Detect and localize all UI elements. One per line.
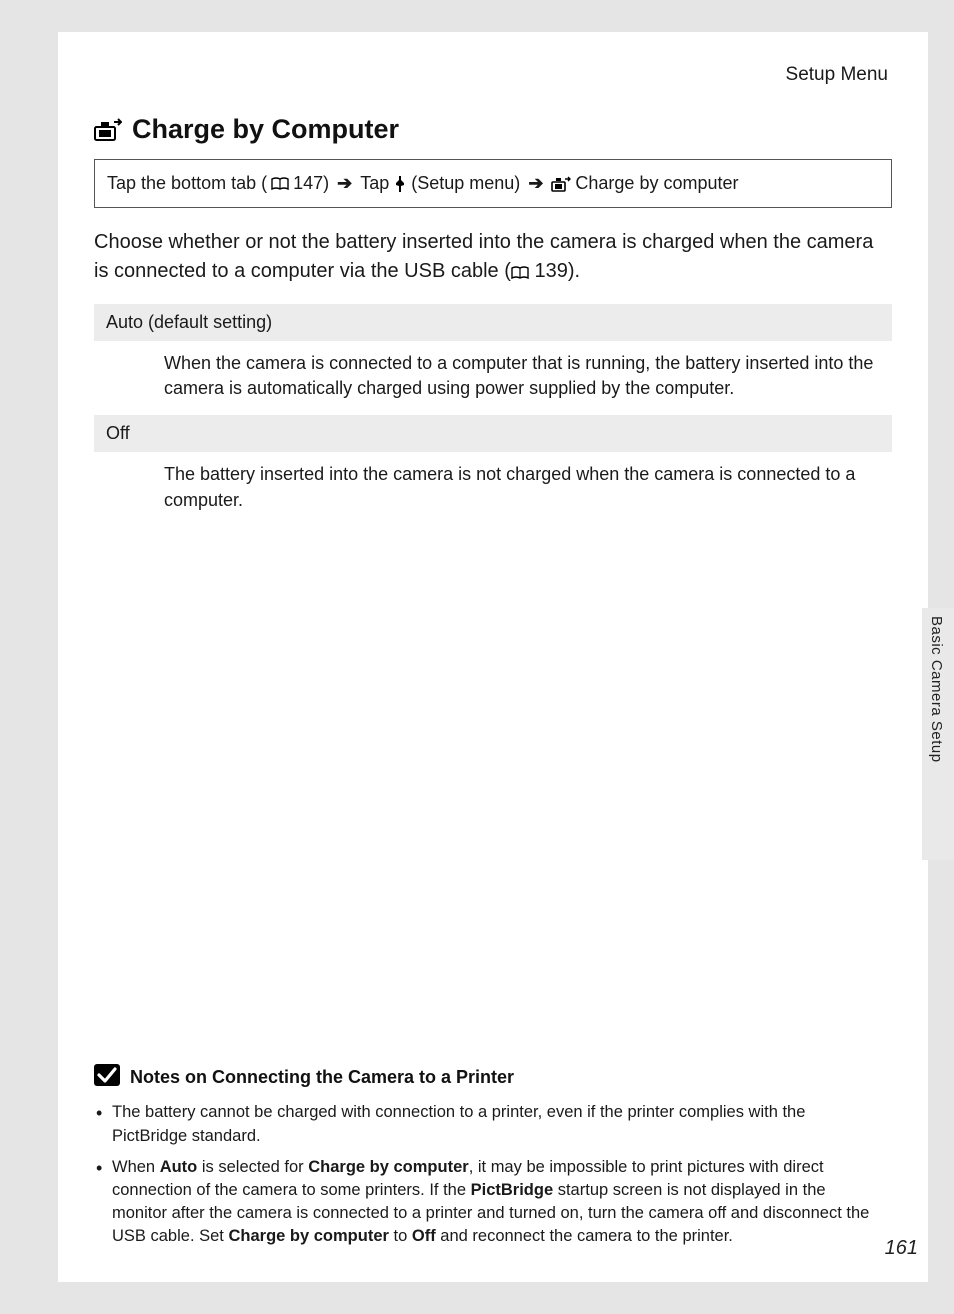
notes-title-row: Notes on Connecting the Camera to a Prin… <box>94 1064 882 1091</box>
page-title: Charge by Computer <box>132 114 399 145</box>
note-bold: Auto <box>160 1158 198 1176</box>
option-description: The battery inserted into the camera is … <box>94 452 892 526</box>
notes-title: Notes on Connecting the Camera to a Prin… <box>130 1067 514 1088</box>
intro-text: 139). <box>529 260 580 282</box>
setup-wrench-icon <box>393 176 407 192</box>
side-chapter-tab: Basic Camera Setup <box>922 608 954 860</box>
navigation-path-box: Tap the bottom tab ( 147) ➔ Tap (Setup m… <box>94 159 892 208</box>
page-title-row: Charge by Computer <box>94 114 892 145</box>
charge-by-computer-icon <box>94 118 122 142</box>
note-bold: Charge by computer <box>308 1158 468 1176</box>
note-text: and reconnect the camera to the printer. <box>436 1227 733 1245</box>
section-header: Setup Menu <box>94 64 892 86</box>
note-text: is selected for <box>197 1158 308 1176</box>
note-text: to <box>389 1227 412 1245</box>
note-text: When <box>112 1158 160 1176</box>
nav-text: Tap <box>360 170 389 197</box>
options-table: Auto (default setting) When the camera i… <box>94 304 892 527</box>
note-bold: PictBridge <box>471 1181 554 1199</box>
charge-by-computer-icon <box>551 176 571 192</box>
nav-text: Tap the bottom tab ( <box>107 170 267 197</box>
note-bold: Off <box>412 1227 436 1245</box>
nav-text: (Setup menu) <box>411 170 520 197</box>
book-reference-icon <box>271 177 289 191</box>
note-item: The battery cannot be charged with conne… <box>94 1101 882 1147</box>
option-heading: Off <box>94 415 892 452</box>
right-arrow-icon: ➔ <box>333 170 356 197</box>
notes-section: Notes on Connecting the Camera to a Prin… <box>94 1064 882 1256</box>
nav-text: Charge by computer <box>575 170 738 197</box>
intro-paragraph: Choose whether or not the battery insert… <box>94 228 892 286</box>
note-text: The battery cannot be charged with conne… <box>112 1103 805 1144</box>
note-item: When Auto is selected for Charge by comp… <box>94 1156 882 1248</box>
option-heading: Auto (default setting) <box>94 304 892 341</box>
nav-text: 147) <box>293 170 329 197</box>
page-number: 161 <box>885 1237 918 1260</box>
option-description: When the camera is connected to a comput… <box>94 341 892 415</box>
intro-text: Choose whether or not the battery insert… <box>94 231 873 282</box>
notes-list: The battery cannot be charged with conne… <box>94 1101 882 1248</box>
note-bold: Charge by computer <box>228 1227 388 1245</box>
manual-page: Setup Menu Charge by Computer Tap the bo… <box>58 32 928 1282</box>
side-tab-label: Basic Camera Setup <box>928 616 945 763</box>
right-arrow-icon: ➔ <box>524 170 547 197</box>
note-check-icon <box>94 1064 120 1091</box>
book-reference-icon <box>511 266 529 280</box>
